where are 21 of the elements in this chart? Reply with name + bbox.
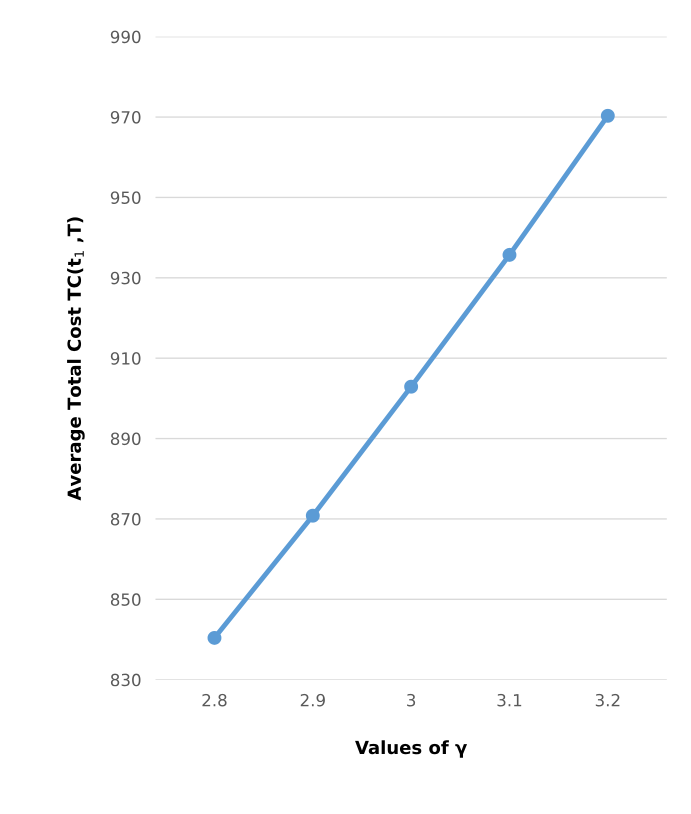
y-tick-label: 930 [110,272,140,284]
x-tick-label: 3.2 [596,694,620,706]
y-tick-label: 990 [110,30,140,44]
x-tick-label: 3.1 [498,694,522,706]
x-axis-title: Values of γ [355,740,468,758]
y-tick-label: 850 [110,593,140,606]
point [502,248,516,262]
point [404,380,418,394]
x-tick-label: 2.8 [202,694,227,706]
y-tick-label: 870 [110,512,140,526]
point [600,108,615,123]
y-tick-label: 890 [110,432,140,446]
y-tick-label: 830 [110,674,140,686]
y-tick-label: 950 [110,191,140,204]
point [208,630,222,645]
point [306,508,320,523]
y-tick-label: 910 [110,352,140,365]
x-tick-label: 3 [407,694,416,706]
y-tick-label: 970 [110,110,140,124]
x-tick-label: 2.9 [300,694,325,706]
y-axis-title: Average Total Cost TC(t$_{1}$ ,T) [67,217,85,500]
